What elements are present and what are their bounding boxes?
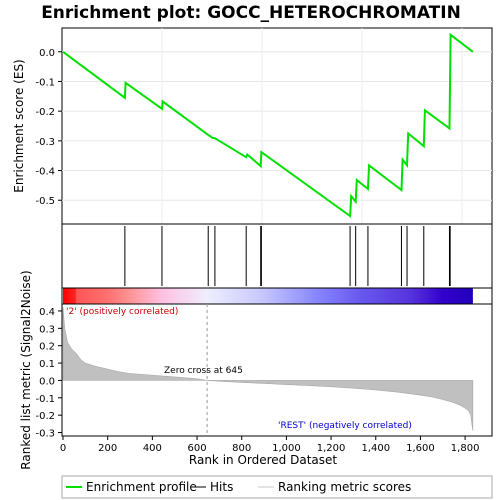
x-tick-label: 600 [187,443,206,454]
es-tick-label: 0.0 [39,48,55,59]
ranked-y-axis-label: Ranked list metric (Signal2Noise) [19,270,33,469]
ranked-list-heatmap-bar [63,288,473,304]
es-tick-label: -0.4 [35,167,55,178]
ranked-tick-label: 0.3 [39,324,55,335]
x-tick-label: 1,000 [272,443,301,454]
ranked-panel-frame [61,303,493,437]
positive-correlation-label: '2' (positively correlated) [66,307,178,317]
hits-panel-frame [61,223,493,289]
x-tick-label: 1,800 [451,443,480,454]
ranked-y-ticks: 0.4 0.3 0.2 0.1 0.0 -0.1 -0.2 -0.3 [35,307,62,440]
ranked-tick-label: -0.3 [35,429,55,440]
x-tick-label: 1,600 [406,443,435,454]
es-y-ticks: 0.0 -0.1 -0.2 -0.3 -0.4 -0.5 [35,48,62,207]
legend-frame [61,475,493,499]
x-tick-label: 0 [60,443,66,454]
ranked-x-ticks: 0 200 400 600 800 1,000 1,200 1,400 1,600 1,800 [60,436,480,454]
ranked-tick-label: -0.2 [35,411,55,422]
negative-correlation-label: 'REST' (negatively correlated) [278,421,412,431]
legend-label: Hits [210,480,233,494]
es-panel-frame [61,27,493,225]
hits-markers [124,226,451,286]
x-axis-label: Rank in Ordered Dataset [189,453,337,467]
legend-label: Ranking metric scores [278,480,411,494]
zero-cross-label: Zero cross at 645 [164,366,243,376]
es-y-axis-label: Enrichment score (ES) [12,59,26,192]
ranked-tick-label: 0.2 [39,342,55,353]
x-tick-label: 1,400 [361,443,390,454]
x-tick-label: 200 [98,443,117,454]
x-tick-label: 1,200 [317,443,346,454]
ranking-metric-area [62,307,474,431]
ranked-tick-label: 0.0 [39,376,55,387]
es-grid [62,28,492,224]
es-tick-label: -0.3 [35,137,55,148]
ranked-tick-label: 0.4 [39,307,55,318]
ranked-tick-label: -0.1 [35,394,55,405]
x-tick-label: 400 [143,443,162,454]
legend-label: Enrichment profile [86,480,197,494]
x-tick-label: 800 [232,443,251,454]
enrichment-profile-line [62,32,474,218]
es-tick-label: -0.2 [35,107,55,118]
chart-title: Enrichment plot: GOCC_HETEROCHROMATIN [41,3,461,23]
ranked-tick-label: 0.1 [39,359,55,370]
es-tick-label: -0.1 [35,77,55,88]
legend: Enrichment profile Hits Ranking metric sco… [66,480,411,494]
es-tick-label: -0.5 [35,196,55,207]
